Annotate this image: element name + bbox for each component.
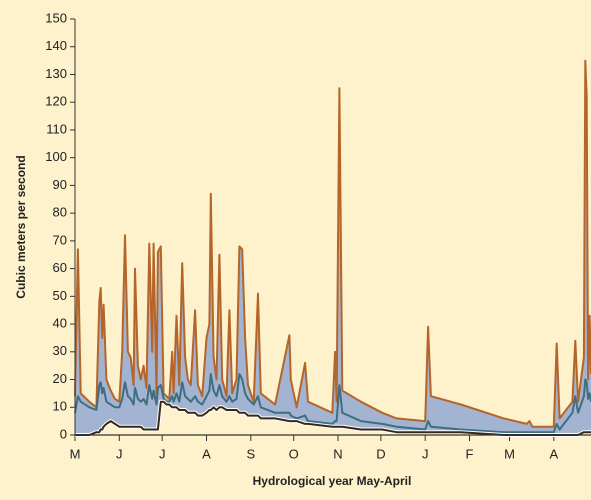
x-tick-label: A — [550, 446, 559, 461]
y-tick-label: 80 — [53, 205, 67, 220]
x-tick-label: F — [466, 446, 474, 461]
y-tick-label: 30 — [53, 343, 67, 358]
x-tick-label: N — [333, 446, 342, 461]
y-tick-label: 50 — [53, 288, 67, 303]
x-tick-label: J — [159, 446, 166, 461]
y-tick-label: 0 — [60, 426, 67, 441]
series-line — [75, 400, 591, 436]
y-tick-label: 130 — [45, 66, 67, 81]
x-tick-label: A — [202, 446, 211, 461]
y-tick-label: 10 — [53, 399, 67, 414]
x-tick-label: J — [422, 446, 429, 461]
x-axis-label: Hydrological year May-April — [253, 474, 412, 488]
x-tick-label: M — [70, 446, 81, 461]
range-band — [75, 60, 591, 435]
x-tick-label: J — [116, 446, 123, 461]
y-tick-label: 70 — [53, 232, 67, 247]
x-tick-label: O — [289, 446, 299, 461]
y-tick-label: 90 — [53, 177, 67, 192]
y-tick-label: 110 — [46, 121, 67, 136]
x-tick-label: D — [376, 446, 385, 461]
x-tick-label: M — [504, 446, 515, 461]
y-tick-label: 60 — [53, 260, 67, 275]
y-tick-label: 140 — [45, 38, 67, 53]
series-line — [74, 59, 591, 428]
y-tick-label: 150 — [45, 10, 67, 25]
y-tick-label: 100 — [45, 149, 67, 164]
series-line — [74, 373, 591, 434]
y-tick-label: 40 — [53, 316, 67, 331]
y-axis-label: Cubic meters per second — [14, 155, 28, 298]
y-tick-label: 20 — [53, 371, 67, 386]
y-tick-label: 120 — [45, 94, 67, 109]
x-tick-label: S — [246, 446, 255, 461]
